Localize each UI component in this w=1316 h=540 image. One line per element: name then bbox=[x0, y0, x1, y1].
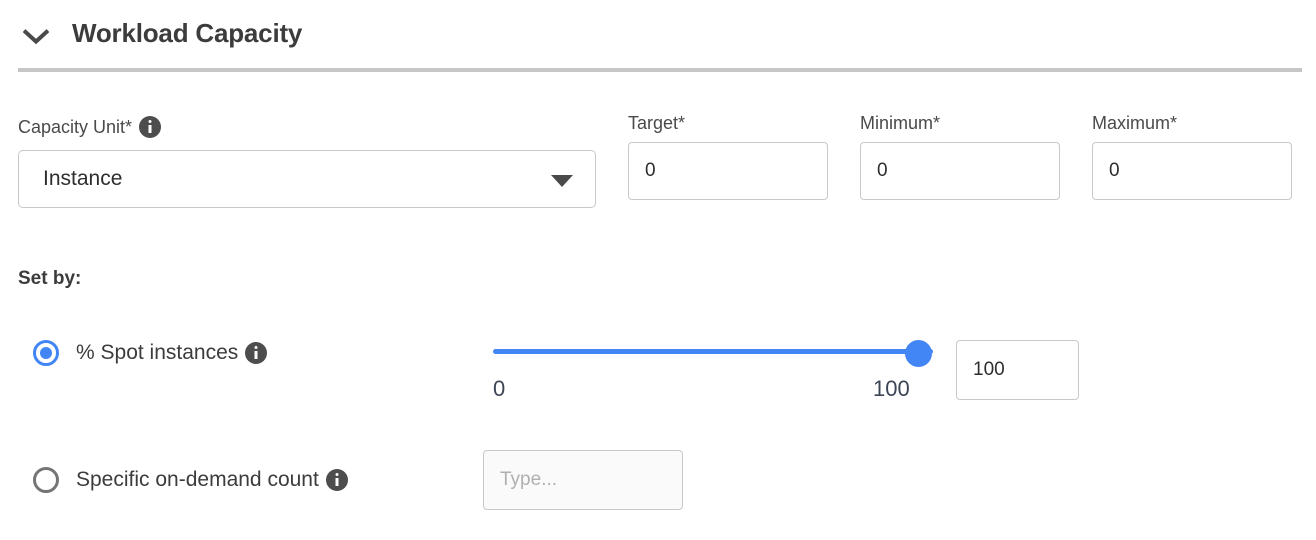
radio-label-on-demand-count: Specific on-demand count bbox=[76, 468, 319, 491]
maximum-field: Maximum* bbox=[1092, 112, 1292, 200]
radio-option-on-demand-count[interactable]: Specific on-demand count bbox=[33, 467, 348, 493]
spot-percentage-slider[interactable]: 0 100 bbox=[493, 340, 933, 404]
target-input[interactable] bbox=[628, 142, 828, 200]
minimum-field: Minimum* bbox=[860, 112, 1060, 200]
section-header: Workload Capacity bbox=[0, 0, 1316, 68]
radio-button-on-demand-count[interactable] bbox=[33, 467, 59, 493]
info-icon[interactable] bbox=[139, 116, 162, 138]
radio-label-spot-instances: % Spot instances bbox=[76, 341, 239, 364]
slider-min-label: 0 bbox=[493, 376, 506, 401]
info-icon[interactable] bbox=[325, 469, 348, 491]
capacity-unit-selected-value: Instance bbox=[43, 167, 123, 190]
spot-percentage-input[interactable] bbox=[956, 340, 1079, 400]
chevron-down-icon[interactable] bbox=[18, 22, 54, 52]
slider-max-label: 100 bbox=[873, 376, 910, 401]
maximum-input[interactable] bbox=[1092, 142, 1292, 200]
capacity-unit-label: Capacity Unit* bbox=[18, 117, 133, 137]
slider-thumb[interactable] bbox=[905, 340, 932, 367]
minimum-input[interactable] bbox=[860, 142, 1060, 200]
set-by-label: Set by: bbox=[18, 268, 82, 289]
target-label: Target* bbox=[628, 113, 686, 133]
radio-button-spot-instances[interactable] bbox=[33, 340, 59, 366]
target-field: Target* bbox=[628, 112, 828, 200]
info-icon[interactable] bbox=[245, 342, 268, 364]
on-demand-count-input[interactable] bbox=[483, 450, 683, 510]
header-divider bbox=[18, 68, 1302, 72]
minimum-label: Minimum* bbox=[860, 113, 941, 133]
capacity-unit-label-group: Capacity Unit* bbox=[18, 116, 162, 138]
slider-track[interactable] bbox=[493, 340, 933, 367]
chevron-down-icon bbox=[551, 175, 573, 187]
page-title: Workload Capacity bbox=[72, 18, 303, 48]
radio-option-spot-instances[interactable]: % Spot instances bbox=[33, 340, 268, 366]
capacity-unit-select[interactable]: Instance bbox=[18, 150, 596, 208]
maximum-label: Maximum* bbox=[1092, 113, 1178, 133]
